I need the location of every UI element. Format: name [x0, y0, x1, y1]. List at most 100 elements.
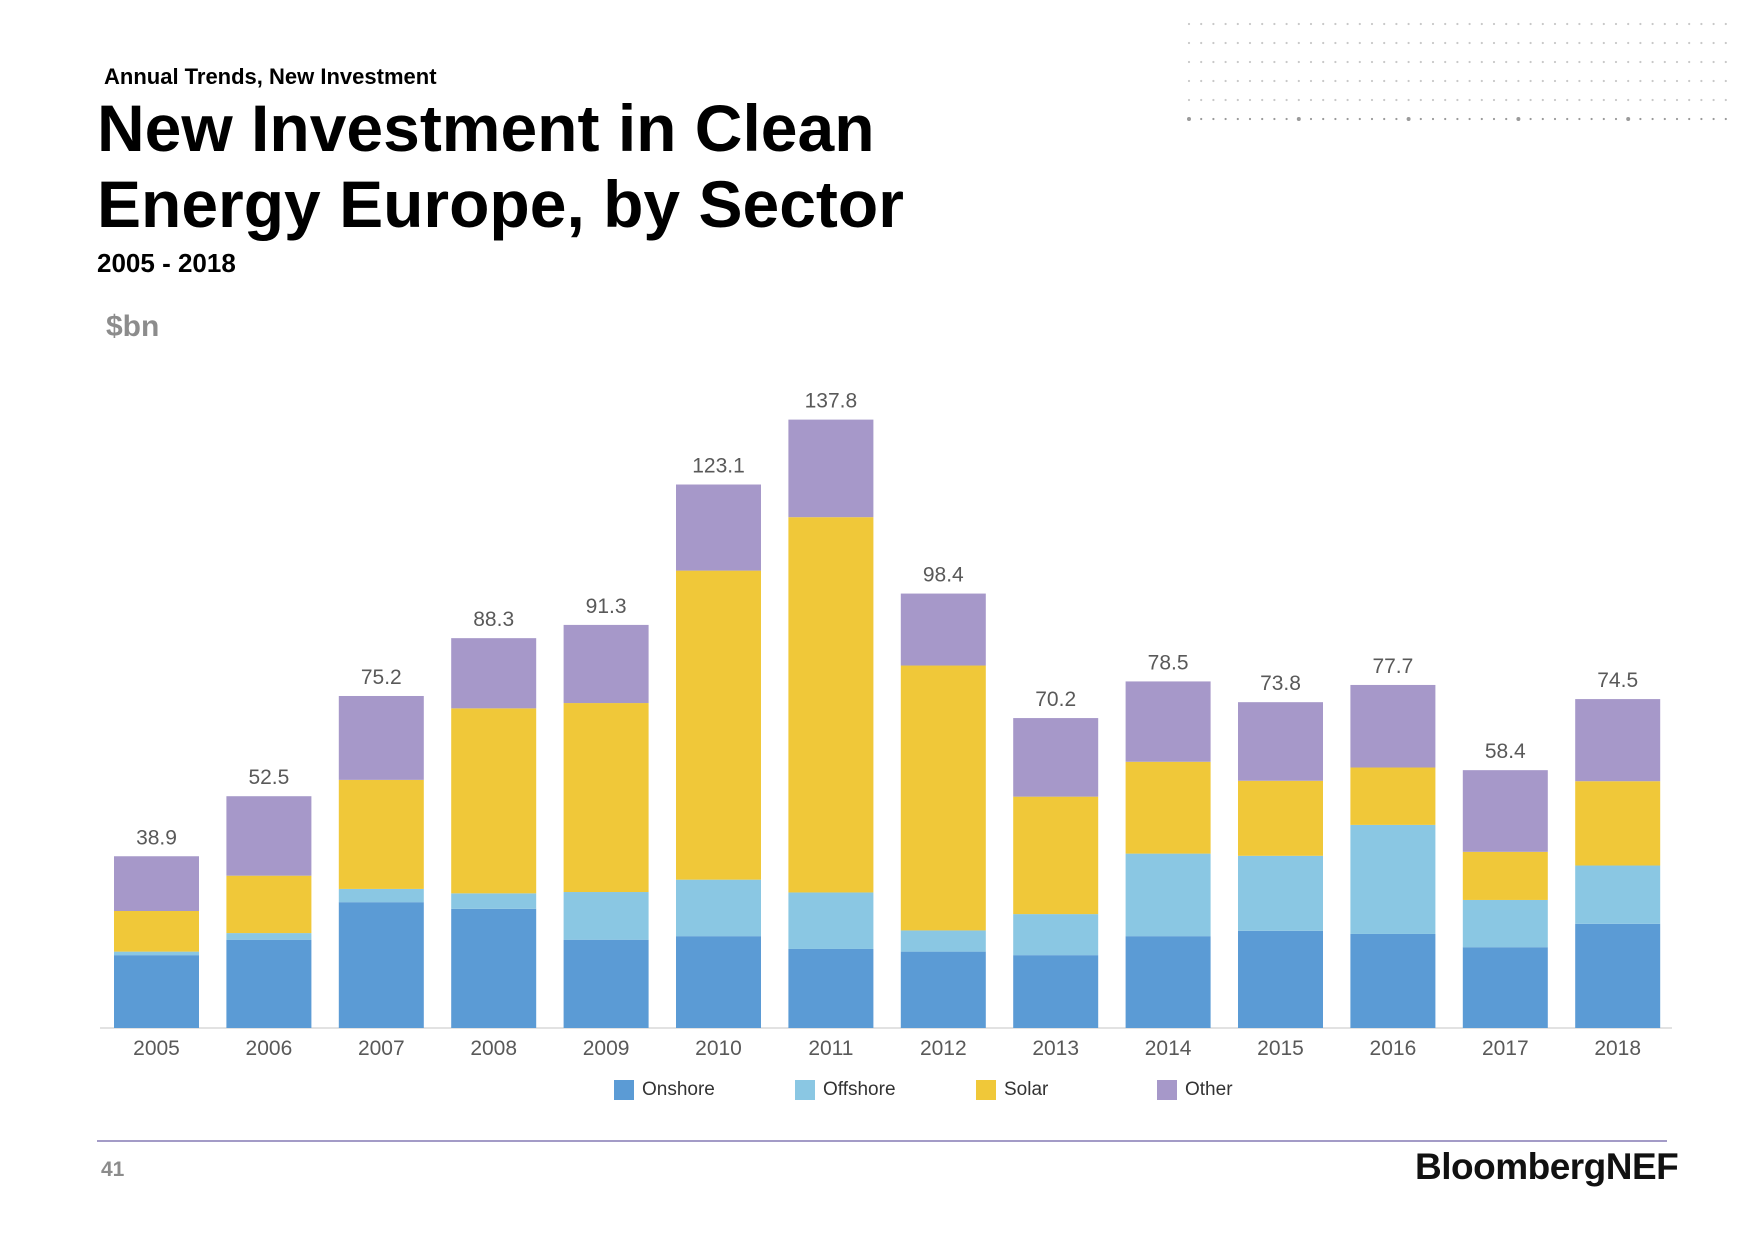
bar-segment-onshore-2014 — [1125, 936, 1211, 1028]
decorative-dot — [1651, 41, 1654, 45]
decorative-dot — [1261, 41, 1264, 45]
decorative-dot — [1688, 60, 1691, 64]
decorative-dot — [1663, 60, 1666, 64]
decorative-dot — [1273, 98, 1276, 102]
decorative-dot — [1578, 98, 1581, 102]
decorative-dot — [1395, 60, 1398, 64]
decorative-dot — [1578, 41, 1581, 45]
decorative-dot — [1383, 117, 1386, 121]
decorative-dot — [1187, 41, 1191, 45]
bar-segment-other-2005 — [114, 856, 199, 912]
decorative-dot — [1395, 117, 1398, 121]
decorative-dot — [1639, 79, 1642, 83]
decorative-dot — [1456, 98, 1459, 102]
total-label-2014: 78.5 — [1148, 651, 1189, 674]
decorative-dot — [1480, 41, 1483, 45]
bar-segment-offshore-2018 — [1575, 865, 1661, 924]
decorative-dot — [1236, 41, 1239, 45]
bar-segment-onshore-2016 — [1350, 933, 1436, 1028]
bar-segment-onshore-2010 — [676, 936, 761, 1028]
decorative-dot — [1492, 98, 1496, 102]
decorative-dot — [1492, 117, 1496, 121]
decorative-dot — [1248, 117, 1252, 121]
unit-label: $bn — [106, 310, 160, 343]
decorative-dot — [1553, 79, 1557, 83]
decorative-dot — [1468, 117, 1471, 121]
decorative-dot — [1273, 117, 1276, 121]
decorative-dot — [1590, 60, 1593, 64]
bar-segment-offshore-2015 — [1238, 855, 1323, 931]
decorative-dot — [1273, 60, 1276, 64]
decorative-dot — [1224, 22, 1227, 26]
decorative-dot — [1590, 79, 1593, 83]
decorative-dot — [1578, 22, 1581, 26]
decorative-dot — [1322, 22, 1325, 26]
decorative-dot — [1248, 98, 1252, 102]
decorative-dot — [1578, 117, 1581, 121]
decorative-dot — [1431, 60, 1435, 64]
bar-segment-offshore-2016 — [1350, 824, 1436, 934]
bar-segment-solar-2008 — [451, 708, 537, 894]
bar-segment-other-2008 — [451, 638, 537, 709]
decorative-dot — [1663, 79, 1666, 83]
decorative-dot — [1480, 117, 1483, 121]
decorative-dot — [1383, 79, 1386, 83]
bar-segment-solar-2010 — [676, 570, 761, 880]
bar-segment-other-2010 — [676, 484, 761, 571]
decorative-dot — [1334, 22, 1337, 26]
decorative-dot — [1248, 22, 1252, 26]
decorative-dot — [1663, 98, 1666, 102]
decorative-dot — [1236, 60, 1239, 64]
decorative-dot — [1456, 60, 1459, 64]
bar-segment-onshore-2011 — [788, 948, 874, 1028]
decorative-dot — [1712, 98, 1715, 102]
decorative-dot — [1431, 117, 1435, 121]
decorative-dot — [1285, 60, 1288, 64]
decorative-dot — [1700, 22, 1703, 26]
decorative-dot — [1541, 22, 1544, 26]
decorative-dot — [1553, 60, 1557, 64]
decorative-dot — [1358, 60, 1361, 64]
decorative-dot — [1309, 79, 1313, 83]
decorative-dot — [1309, 117, 1313, 121]
bar-segment-other-2018 — [1575, 699, 1661, 782]
bar-segment-solar-2011 — [788, 517, 874, 893]
decorative-dot — [1627, 98, 1630, 102]
decorative-dot — [1322, 79, 1325, 83]
decorative-dot — [1200, 41, 1203, 45]
decorative-dot — [1516, 117, 1521, 121]
decorative-dot — [1248, 60, 1252, 64]
decorative-dot — [1578, 60, 1581, 64]
decorative-dot — [1529, 98, 1532, 102]
decorative-dot — [1724, 117, 1727, 121]
decorative-dot — [1626, 117, 1631, 121]
decorative-dot — [1529, 41, 1532, 45]
decorative-dot — [1627, 41, 1630, 45]
bar-segment-onshore-2012 — [900, 951, 986, 1028]
decorative-dot — [1663, 22, 1666, 26]
decorative-dot — [1663, 41, 1666, 45]
decorative-dot — [1541, 41, 1544, 45]
decorative-dot — [1712, 117, 1715, 121]
total-label-2011: 137.8 — [805, 390, 858, 413]
decorative-dot — [1322, 98, 1325, 102]
decorative-dot — [1334, 60, 1337, 64]
decorative-dot — [1675, 60, 1679, 64]
decorative-dot — [1224, 41, 1227, 45]
decorative-dot — [1456, 117, 1459, 121]
decorative-dot — [1236, 98, 1239, 102]
decorative-dot — [1505, 22, 1508, 26]
total-label-2012: 98.4 — [923, 564, 964, 587]
decorative-dot — [1200, 60, 1203, 64]
section-kicker: Annual Trends, New Investment — [104, 64, 437, 89]
decorative-dot — [1627, 79, 1630, 83]
decorative-dot — [1431, 22, 1435, 26]
decorative-dot — [1444, 60, 1447, 64]
decorative-dot — [1444, 98, 1447, 102]
decorative-dot — [1602, 22, 1605, 26]
decorative-dot — [1248, 41, 1252, 45]
bar-segment-other-2009 — [563, 624, 649, 704]
decorative-dot — [1553, 117, 1557, 121]
page-number: 41 — [101, 1158, 125, 1181]
decorative-dot — [1285, 117, 1288, 121]
